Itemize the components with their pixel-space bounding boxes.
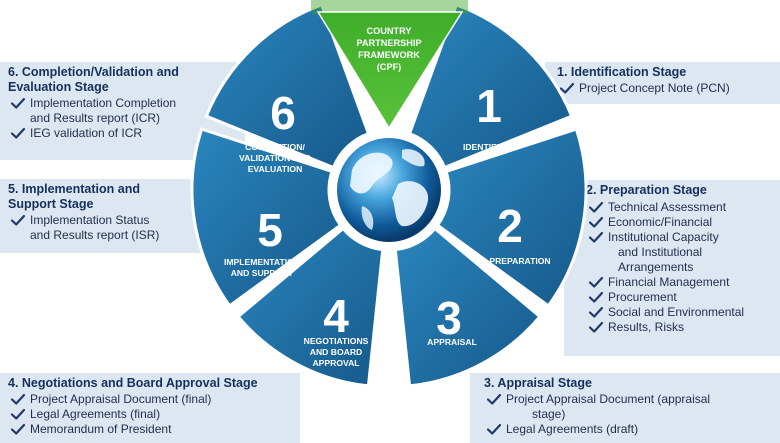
- stage-label-4: NEGOTIATIONS: [304, 336, 369, 346]
- stage-label-5: AND SUPPORT: [231, 268, 294, 278]
- completion-title-line-2: Evaluation Stage: [8, 80, 109, 94]
- stage-number-5: 5: [257, 204, 283, 256]
- implementation-stage-title: 5. Implementation and Support Stage: [8, 182, 197, 212]
- list-item: Implementation Status: [8, 213, 197, 228]
- list-item: Economic/Financial: [586, 215, 772, 230]
- list-item: Financial Management: [586, 275, 772, 290]
- list-item: IEG validation of ICR: [8, 126, 237, 141]
- stage-segment-5: [190, 127, 343, 308]
- list-item: Legal Agreements (final): [8, 407, 292, 422]
- list-item: Project Appraisal Document (appraisal: [484, 392, 772, 407]
- stage-label-6: EVALUATION: [248, 164, 303, 174]
- globe-icon: [333, 134, 445, 246]
- preparation-stage-panel: 2. Preparation Stage Technical Assessmen…: [564, 180, 780, 356]
- negotiations-stage-list: Project Appraisal Document (final) Legal…: [8, 392, 292, 437]
- list-item: Procurement: [586, 290, 772, 305]
- stage-segment-2: [435, 127, 588, 308]
- cpf-arrow: COUNTRY PARTNERSHIP FRAMEWORK (CPF): [311, 0, 468, 130]
- stage-segment-1: [407, 2, 574, 170]
- completion-stage-title: 6. Completion/Validation and Evaluation …: [8, 65, 237, 95]
- implementation-title-line-2: Support Stage: [8, 197, 94, 211]
- identification-stage-panel: 1. Identification Stage Project Concept …: [545, 62, 780, 104]
- cpf-line-1: COUNTRY: [366, 26, 411, 36]
- stage-label-4: APPROVAL: [312, 358, 359, 368]
- stage-segment-6: [204, 2, 371, 170]
- list-item-continuation: and Results report (ICR): [30, 111, 161, 125]
- implementation-stage-list: Implementation Status and Results report…: [8, 213, 197, 243]
- identification-stage-list: Project Concept Note (PCN): [557, 81, 772, 96]
- completion-title-line-1: 6. Completion/Validation and: [8, 65, 179, 79]
- list-item: Institutional Capacity: [586, 230, 772, 245]
- list-item-continuation: and Institutional: [618, 245, 703, 259]
- preparation-stage-title: 2. Preparation Stage: [586, 183, 707, 197]
- stage-label-5: IMPLEMENTATION: [224, 257, 300, 267]
- list-item-continuation: stage): [532, 407, 566, 421]
- stage-label-6: VALIDATION AND: [239, 153, 311, 163]
- stage-segment-4: [235, 226, 385, 388]
- identification-stage-title: 1. Identification Stage: [557, 65, 687, 79]
- stage-label-6: COMPLETION/: [245, 142, 305, 152]
- list-item: Memorandum of President: [8, 422, 292, 437]
- list-item-continuation: and Results report (ISR): [30, 228, 160, 242]
- cpf-line-3: FRAMEWORK: [358, 50, 420, 60]
- stage-number-3: 3: [436, 292, 462, 344]
- cpf-line-2: PARTNERSHIP: [356, 38, 421, 48]
- list-item: Legal Agreements (draft): [484, 422, 772, 437]
- negotiations-stage-title: 4. Negotiations and Board Approval Stage: [8, 376, 258, 390]
- stage-label-2: PREPARATION: [489, 256, 550, 266]
- list-item: Implementation Completion: [8, 96, 237, 111]
- list-item: Results, Risks: [586, 320, 772, 335]
- list-item: Project Appraisal Document (final): [8, 392, 292, 407]
- appraisal-stage-panel: 3. Appraisal Stage Project Appraisal Doc…: [470, 373, 780, 443]
- list-item: Project Concept Note (PCN): [557, 81, 772, 96]
- stage-number-1: 1: [476, 80, 502, 132]
- stage-number-2: 2: [497, 200, 523, 252]
- implementation-title-line-1: 5. Implementation and: [8, 182, 140, 196]
- appraisal-stage-list: Project Appraisal Document (appraisal st…: [484, 392, 772, 437]
- appraisal-stage-title: 3. Appraisal Stage: [484, 376, 592, 390]
- list-item: Technical Assessment: [586, 200, 772, 215]
- negotiations-stage-panel: 4. Negotiations and Board Approval Stage…: [0, 373, 300, 443]
- stage-label-3: APPRAISAL: [427, 337, 477, 347]
- stage-segment-3: [393, 226, 543, 388]
- stage-label-1: IDENTIFICATION: [463, 142, 531, 152]
- list-item: Social and Environmental: [586, 305, 772, 320]
- preparation-stage-list: Technical Assessment Economic/Financial …: [586, 200, 772, 335]
- cpf-line-4: (CPF): [377, 62, 402, 72]
- stage-number-4: 4: [323, 290, 349, 342]
- completion-stage-list: Implementation Completion and Results re…: [8, 96, 237, 141]
- completion-stage-panel: 6. Completion/Validation and Evaluation …: [0, 62, 245, 160]
- stage-label-4: AND BOARD: [310, 347, 363, 357]
- implementation-stage-panel: 5. Implementation and Support Stage Impl…: [0, 179, 205, 253]
- list-item-continuation: Arrangements: [618, 260, 694, 274]
- stage-number-6: 6: [270, 87, 296, 139]
